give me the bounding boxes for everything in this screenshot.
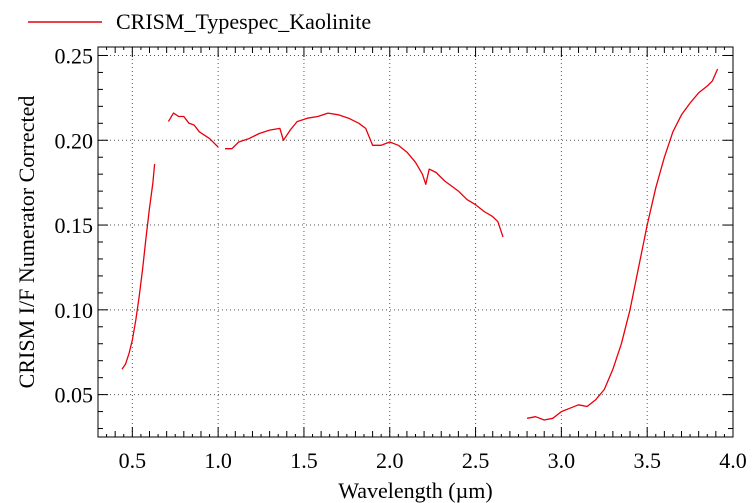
series-line-segment bbox=[121, 163, 156, 370]
y-tick-label: 0.15 bbox=[55, 213, 94, 238]
series-line-segment bbox=[526, 68, 719, 421]
series-layer bbox=[121, 68, 719, 421]
plot-frame bbox=[97, 46, 734, 438]
series-line-segment bbox=[167, 112, 219, 148]
x-axis-title: Wavelength (µm) bbox=[338, 478, 492, 503]
x-tick-label: 2.5 bbox=[462, 448, 490, 473]
x-tick-label: 3.0 bbox=[548, 448, 576, 473]
x-tick-label: 3.5 bbox=[633, 448, 661, 473]
y-tick-label: 0.10 bbox=[55, 298, 94, 323]
series-line-segment bbox=[225, 112, 504, 238]
legend-label: CRISM_Typespec_Kaolinite bbox=[116, 9, 371, 34]
x-tick-label: 1.0 bbox=[204, 448, 232, 473]
y-tick-label: 0.05 bbox=[55, 383, 94, 408]
legend: CRISM_Typespec_Kaolinite bbox=[28, 9, 371, 34]
x-tick-label: 1.5 bbox=[290, 448, 318, 473]
x-tick-label: 4.0 bbox=[719, 448, 747, 473]
axis-ticks bbox=[98, 47, 734, 437]
y-tick-label: 0.25 bbox=[55, 43, 94, 68]
x-tick-label: 0.5 bbox=[119, 448, 147, 473]
grid bbox=[98, 47, 733, 437]
x-tick-label: 2.0 bbox=[376, 448, 404, 473]
y-tick-label: 0.20 bbox=[55, 128, 94, 153]
y-axis-title: CRISM I/F Numerator Corrected bbox=[14, 96, 39, 389]
tick-labels: 0.5 1.0 1.5 2.0 2.5 3.0 3.5 4.0 0.05 0.10 0.15 0.20… bbox=[55, 43, 747, 473]
